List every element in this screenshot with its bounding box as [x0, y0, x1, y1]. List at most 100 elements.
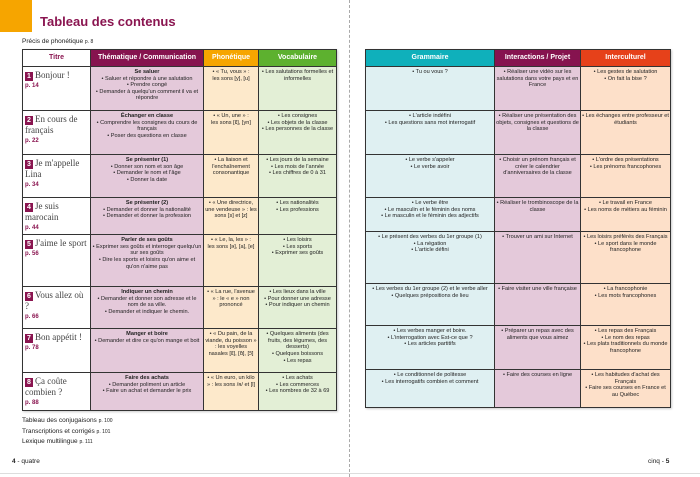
unit-title[interactable]: Bon appétit !: [35, 332, 82, 343]
interactions-cell: • Trouver un ami sur Internet: [494, 231, 581, 284]
footer-link-page: p. 100: [98, 418, 113, 424]
cell-line: • L'article défini: [411, 247, 449, 254]
header-grammaire: Grammaire: [365, 49, 495, 67]
cell-line: • Les articles partitifs: [404, 341, 456, 348]
thematique-cell: Indiquer un chemin • Demander et donner s…: [90, 286, 204, 330]
footer-link-label: Transcriptions et corrigés: [22, 427, 95, 435]
unit-title-cell[interactable]: 6 Vous allez où ? p. 66: [22, 286, 91, 330]
unit-title-cell[interactable]: 8 Ça coûte combien ? p. 88: [22, 372, 91, 412]
footer-link[interactable]: Tableau des conjugaisons p. 100: [22, 416, 113, 427]
unit-page[interactable]: p. 56: [25, 251, 39, 258]
page-word: quatre: [21, 458, 40, 465]
vocabulaire-cell: • Les salutations formelles et informell…: [258, 66, 337, 111]
footer-link-page: p. 101: [96, 428, 111, 435]
cell-line: • L'article indéfini: [409, 113, 451, 119]
cell-line: • Prendre congé: [126, 82, 168, 89]
cell-line: • Le conditionnel de politesse: [393, 372, 467, 378]
vocabulaire-cell: • Les consignes • Les objets de la classe…: [258, 110, 337, 155]
cell-line: • Faire des courses en ligne: [502, 372, 573, 378]
unit-title-cell[interactable]: 1 Bonjour ! p. 14: [22, 66, 91, 111]
unit-row: • Le verbe s'appeler • Le verbe avoir • Ch…: [365, 154, 671, 198]
cell-line: • Demander à quelqu'un comment il va et …: [95, 88, 199, 102]
precis-label: Précis de phonétique: [22, 38, 84, 45]
cell-line: • Les achats: [282, 375, 313, 382]
cell-line: • Les jours de la semaine: [266, 157, 329, 163]
cell-heading: Se présenter (1): [125, 157, 169, 163]
cell-line: • Les professions: [276, 206, 319, 213]
unit-page[interactable]: p. 14: [25, 83, 39, 89]
phonetique-cell: • « Tu, vous » : les sons [y], [u]: [203, 66, 259, 111]
unit-page[interactable]: p. 66: [25, 313, 39, 320]
unit-row: 7 Bon appétit ! p. 78 Manger et boire • Dema…: [22, 328, 337, 374]
cell-line: • Demander le nom et l'âge: [113, 170, 181, 177]
unit-title[interactable]: Je m'appelle Lina: [25, 158, 80, 179]
unit-title-cell[interactable]: 7 Bon appétit ! p. 78: [22, 328, 91, 374]
footer-link-label: Tableau des conjugaisons: [22, 417, 97, 424]
unit-number-badge: 5: [25, 240, 33, 250]
unit-row: 8 Ça coûte combien ? p. 88 Faire des achats…: [22, 372, 337, 412]
cell-line: les sons [ə], [a], [e]: [207, 243, 255, 250]
unit-row: • Le présent des verbes du 1er groupe (1…: [365, 231, 671, 284]
cell-line: • Faire un achat et demander le prix: [102, 388, 192, 395]
unit-page[interactable]: p. 88: [25, 399, 39, 406]
vocabulaire-cell: • Les lieux dans la ville • Pour donner u…: [258, 286, 337, 330]
cell-line: • Préparer un repas avec des aliments qu…: [501, 328, 574, 341]
bottom-rule: [0, 473, 700, 474]
cell-line: • Les mots francophones: [594, 292, 657, 299]
unit-page[interactable]: p. 44: [25, 224, 39, 231]
unit-title[interactable]: En cours de français: [25, 114, 78, 135]
thematique-cell: Se saluer • Saluer et répondre à une salu…: [90, 66, 204, 111]
grammaire-cell: • Les verbes du 1er groupe (2) et le ver…: [365, 283, 495, 326]
unit-title-cell[interactable]: 5 J'aime le sport p. 56: [22, 234, 91, 288]
cell-line: • Réaliser le trombinoscope de la classe: [496, 200, 579, 213]
cell-line: • « Du pain, de la viande, du poisson » …: [205, 331, 257, 357]
phonetique-cell: • « Du pain, de la viande, du poisson » …: [203, 328, 259, 374]
cell-line: • Demander et dire ce qu'on mange et boi…: [94, 337, 200, 344]
interactions-cell: • Réaliser une présentation des objets, …: [494, 110, 581, 155]
page-number-right: cinq - 5: [648, 458, 670, 465]
unit-title[interactable]: J'aime le sport: [35, 238, 87, 249]
cell-line: • Les chiffres de 0 à 31: [269, 170, 326, 177]
unit-title-cell[interactable]: 4 Je suis marocain p. 44: [22, 196, 91, 236]
cell-line: • Choisir un prénom français et créer le…: [499, 157, 576, 177]
thematique-cell: Échanger en classe • Comprendre les consi…: [90, 110, 204, 155]
unit-title[interactable]: Ça coûte combien ?: [25, 376, 67, 398]
unit-number-badge: 1: [25, 72, 33, 81]
vocabulaire-cell: • Les nationalités • Les professions: [258, 196, 337, 236]
unit-title-cell[interactable]: 2 En cours de français p. 22: [22, 110, 91, 155]
vocabulaire-cell: • Quelques aliments (des fruits, des lég…: [258, 328, 337, 374]
interculturel-cell: • Les échanges entre professeur et étudi…: [580, 110, 671, 155]
cell-line: • Les prénoms francophones: [589, 163, 662, 170]
unit-number-badge: 4: [25, 203, 33, 212]
cell-heading: Manger et boire: [126, 331, 168, 338]
cell-line: • La négation: [413, 240, 447, 247]
unit-page[interactable]: p. 34: [25, 181, 39, 188]
precis-link[interactable]: Précis de phonétique p. 8: [22, 38, 93, 45]
unit-row: • Les verbes du 1er groupe (2) et le ver…: [365, 283, 671, 326]
cell-line: • Demander et donner son adresse et le n…: [97, 295, 197, 309]
unit-title-cell[interactable]: 3 Je m'appelle Lina p. 34: [22, 154, 91, 198]
footer-link[interactable]: Lexique multilingue p. 111: [22, 437, 113, 448]
phonetique-cell: • « Une directrice, une vendeuse » : les…: [203, 196, 259, 236]
unit-page[interactable]: p. 78: [25, 345, 39, 352]
cell-line: • Les verbes manger et boire.: [393, 328, 467, 334]
cell-line: • Les repas des Français: [594, 328, 657, 334]
footer-link[interactable]: Transcriptions et corrigés p. 101: [22, 427, 113, 438]
unit-page[interactable]: p. 22: [25, 137, 39, 144]
cell-line: • L'ordre des présentations: [592, 157, 659, 163]
interculturel-cell: • Les repas des Français • Le nom des rep…: [580, 325, 671, 370]
cell-line: • Le masculin et le féminin des adjectif…: [381, 213, 479, 220]
unit-title[interactable]: Bonjour !: [35, 70, 70, 80]
cell-line: • Les verbes du 1er groupe (2) et le ver…: [372, 286, 488, 292]
unit-number-badge: 7: [25, 334, 33, 344]
cell-line: • On fait la bise ?: [604, 75, 647, 82]
unit-title[interactable]: Vous allez où ?: [25, 290, 84, 312]
unit-title[interactable]: Je suis marocain: [25, 201, 59, 222]
cell-line: • La francophonie: [603, 286, 648, 292]
unit-row: 1 Bonjour ! p. 14 Se saluer • Saluer et répo…: [22, 66, 337, 111]
page-number-left: 4 - quatre: [12, 458, 40, 465]
cell-line: • Tu ou vous ?: [412, 69, 448, 75]
phonetique-cell: • « La rue, l'avenue » : le « e » non pr…: [203, 286, 259, 330]
cell-line: • Les nationalités: [276, 200, 319, 206]
interculturel-cell: • Les habitudes d'achat des Français • Fa…: [580, 369, 671, 408]
